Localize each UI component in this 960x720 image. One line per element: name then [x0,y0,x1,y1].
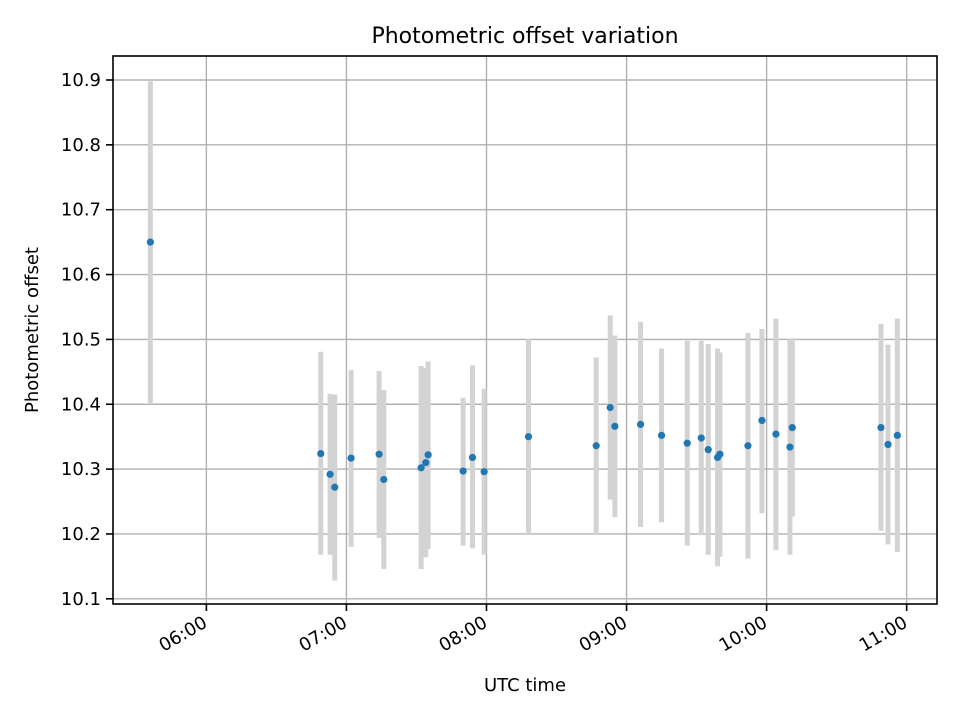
y-tick-label: 10.3 [61,459,101,480]
data-point [592,442,600,450]
data-point [417,464,425,472]
data-point [380,475,388,484]
data-point [422,459,430,467]
y-tick-label: 10.4 [61,394,101,415]
data-point [697,434,705,442]
data-point [786,443,794,451]
point-layer [146,238,901,491]
data-point [788,424,796,432]
data-point [683,439,691,447]
y-tick-label: 10.8 [61,135,101,156]
data-point [375,450,383,458]
x-tick-label: 10:00 [716,612,771,656]
data-point [772,430,780,438]
errorbar-layer [147,81,900,581]
y-axis-label: Photometric offset [22,247,43,413]
data-point [524,433,533,441]
x-tick-label: 09:00 [576,612,631,656]
y-tick-label: 10.7 [61,200,101,221]
data-point [146,238,154,246]
data-point [606,403,614,412]
data-point [704,446,712,454]
data-point [459,467,467,475]
y-tick-label: 10.1 [61,589,101,610]
x-tick-label: 06:00 [155,612,210,656]
y-tick-label: 10.5 [61,329,101,350]
x-axis-label: UTC time [484,675,566,696]
x-tick-label: 08:00 [436,612,491,656]
data-point [758,416,766,425]
data-point [347,454,355,462]
x-tick-label: 07:00 [296,612,351,656]
grid-layer [113,56,937,604]
plot-frame [112,55,938,605]
x-tick-label: 11:00 [856,612,911,656]
data-point [480,468,488,476]
data-point [424,451,432,459]
data-point [884,440,892,449]
data-point [716,450,724,458]
data-point [611,422,619,430]
data-point [877,424,885,432]
chart-title: Photometric offset variation [371,24,678,49]
data-point [317,449,325,458]
data-point [468,453,477,462]
y-tick-label: 10.9 [61,70,101,91]
data-point [331,483,339,491]
data-point [893,431,901,439]
data-point [636,420,645,428]
data-point [657,431,666,439]
y-tick-label: 10.2 [61,524,101,545]
data-point [744,442,752,450]
data-point [326,470,334,478]
y-tick-label: 10.6 [61,265,101,286]
